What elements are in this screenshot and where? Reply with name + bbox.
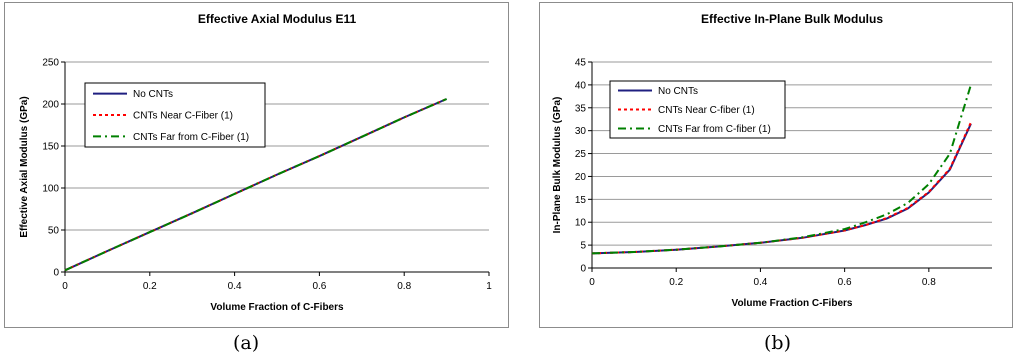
y-tick-label: 150 <box>42 142 59 153</box>
legend-label-1: No CNTs <box>658 86 698 97</box>
x-tick-label: 0 <box>589 277 595 288</box>
y-tick-label: 5 <box>580 241 586 252</box>
x-tick-label: 0.4 <box>753 277 767 288</box>
series-line-2 <box>591 121 972 255</box>
chart-bulk-modulus-svg: Effective In-Plane Bulk Modulus 0 5 10 15 20 2… <box>552 12 992 309</box>
chart-axial-modulus-svg: Effective Axial Modulus E11 0 50 100 150 200 2… <box>19 12 492 313</box>
caption-a: (a) <box>233 332 260 354</box>
x-tick-label: 0.8 <box>922 277 936 288</box>
y-tick-label: 45 <box>575 58 587 69</box>
chart-panel-bulk-modulus: Effective In-Plane Bulk Modulus 0 5 10 15 20 2… <box>539 2 1013 328</box>
y-tick-label: 35 <box>575 103 587 114</box>
x-tick-label: 0.2 <box>143 281 157 292</box>
y-axis-label: Effective Axial Modulus (GPa) <box>19 96 30 237</box>
x-axis-label: Volume Fraction of C-Fibers <box>210 302 344 313</box>
legend-label-3: CNTs Far from C-Fiber (1) <box>133 132 249 143</box>
y-tick-label: 50 <box>48 226 60 237</box>
legend-label-2: CNTs Near C-Fiber (1) <box>133 111 233 122</box>
chart-title: Effective Axial Modulus E11 <box>198 12 357 26</box>
series-line-3 <box>591 84 972 255</box>
caption-b: (b) <box>764 332 791 354</box>
y-tick-label: 20 <box>575 172 587 183</box>
x-tick-label: 0.4 <box>228 281 242 292</box>
legend-label-3: CNTs Far from C-fiber (1) <box>658 124 771 135</box>
legend-label-1: No CNTs <box>133 89 173 100</box>
legend-label-2: CNTs Near C-fiber (1) <box>658 105 755 116</box>
y-tick-label: 15 <box>575 195 587 206</box>
y-tick-label: 0 <box>53 268 59 279</box>
y-tick-label: 250 <box>42 58 59 69</box>
y-tick-label: 40 <box>575 80 587 91</box>
x-axis-label: Volume Fraction C-Fibers <box>732 298 853 309</box>
y-tick-label: 10 <box>575 218 587 229</box>
series-line-3 <box>64 98 447 272</box>
y-tick-label: 100 <box>42 184 59 195</box>
x-tick-label: 0.6 <box>838 277 852 288</box>
y-tick-label: 30 <box>575 126 587 137</box>
x-tick-label: 0.6 <box>312 281 326 292</box>
series-line-1 <box>591 123 972 255</box>
chart-title: Effective In-Plane Bulk Modulus <box>701 12 883 26</box>
y-tick-label: 25 <box>575 149 587 160</box>
chart-panel-axial-modulus: Effective Axial Modulus E11 0 50 100 150 200 2… <box>4 2 509 328</box>
y-tick-label: 0 <box>580 264 586 275</box>
y-axis-label: In-Plane Bulk Modulus (GPa) <box>552 97 563 234</box>
x-tick-label: 0.2 <box>669 277 683 288</box>
y-tick-label: 200 <box>42 100 59 111</box>
x-tick-label: 0.8 <box>397 281 411 292</box>
x-tick-label: 0 <box>62 281 68 292</box>
x-tick-label: 1 <box>486 281 492 292</box>
